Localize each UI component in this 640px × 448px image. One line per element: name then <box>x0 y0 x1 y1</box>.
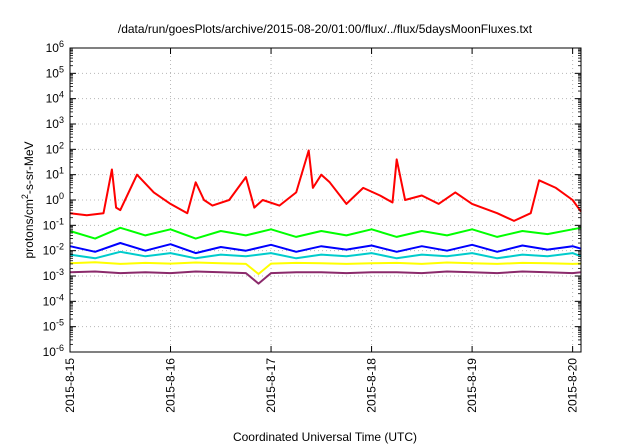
y-tick-label: 101 <box>46 166 64 182</box>
x-tick-label: 2015-8-20 <box>566 358 580 413</box>
y-tick-label: 106 <box>46 39 64 55</box>
y-tick-label: 105 <box>46 64 64 80</box>
x-tick-label: 2015-8-19 <box>465 358 479 413</box>
x-tick-label: 2015-8-16 <box>164 358 178 413</box>
axis-ticks <box>69 47 581 353</box>
series-line-3 <box>69 250 582 260</box>
series-line-1 <box>69 270 582 285</box>
y-label-rest: -s-sr-MeV <box>22 141 36 194</box>
data-series <box>69 149 582 285</box>
y-tick-label: 10-1 <box>43 216 64 232</box>
x-tick-label: 2015-8-18 <box>365 358 379 413</box>
y-tick-label: 10-5 <box>43 318 64 334</box>
y-label-superscript: 2 <box>20 194 30 199</box>
x-tick-label: 2015-8-17 <box>264 358 278 413</box>
x-axis-label: Coordinated Universal Time (UTC) <box>233 430 417 444</box>
y-tick-label: 102 <box>46 140 64 156</box>
series-line-5 <box>69 226 582 240</box>
y-tick-label: 10-4 <box>43 292 64 308</box>
series-line-2 <box>69 261 582 275</box>
y-axis-label: protons/cm2-s-sr-MeV <box>20 141 36 258</box>
series-line-6 <box>69 149 582 222</box>
y-tick-labels: 10-6 10-5 10-4 10-3 10-2 10-1 100 101 102 103 104 1… <box>43 39 64 359</box>
y-tick-label: 10-2 <box>43 242 64 258</box>
y-tick-label: 10-3 <box>43 267 64 283</box>
y-label-base: protons/cm <box>22 199 36 258</box>
y-tick-label: 104 <box>46 90 64 106</box>
series-line-4 <box>69 242 582 255</box>
y-tick-label: 103 <box>46 115 64 131</box>
chart-title: /data/run/goesPlots/archive/2015-08-20/0… <box>118 22 533 36</box>
y-tick-label: 10-6 <box>43 343 64 359</box>
x-tick-label: 2015-8-15 <box>63 358 77 413</box>
gridlines <box>69 48 581 352</box>
y-tick-label: 100 <box>46 191 64 207</box>
x-tick-labels: 2015-8-15 2015-8-16 2015-8-17 2015-8-18 2015… <box>63 358 580 413</box>
